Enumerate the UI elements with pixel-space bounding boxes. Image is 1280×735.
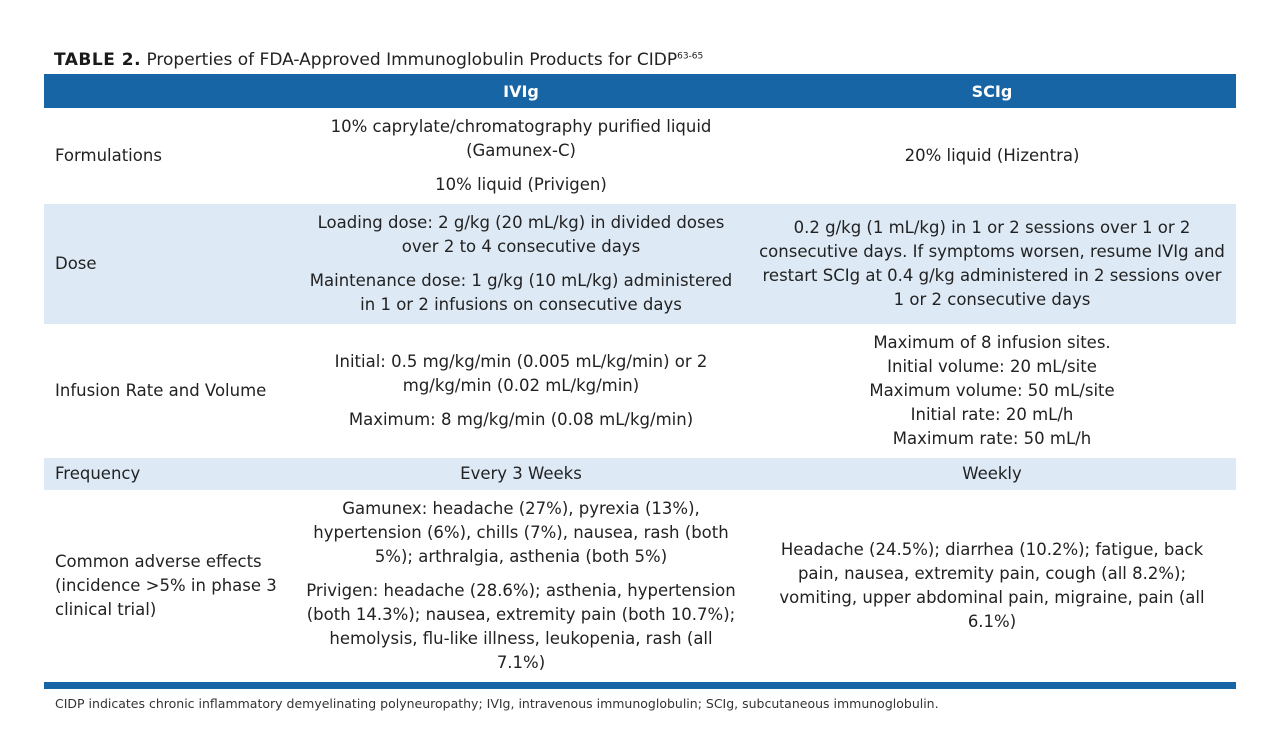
cell-paragraph: 10% liquid (Privigen) [435,175,607,194]
cell-paragraph: Gamunex: headache (27%), pyrexia (13%), … [313,499,729,566]
ivig-cell: Initial: 0.5 mg/kg/min (0.005 mL/kg/min)… [294,324,748,458]
ivig-cell: 10% caprylate/chromatography purified li… [294,108,748,204]
scig-cell: 0.2 g/kg (1 mL/kg) in 1 or 2 sessions ov… [748,204,1236,324]
header-ivig: IVIg [294,74,748,108]
row-formulations: Formulations 10% caprylate/chromatograph… [44,108,1236,204]
cell-paragraph: Loading dose: 2 g/kg (20 mL/kg) in divid… [317,213,725,256]
cell-paragraph: Maximum: 8 mg/kg/min (0.08 mL/kg/min) [348,410,694,429]
cell-paragraph: 20% liquid (Hizentra) [904,146,1080,165]
row-label: Common adverse effects (incidence >5% in… [55,552,277,619]
cell-line: Maximum of 8 infusion sites. [873,333,1111,352]
cell-paragraph: Privigen: headache (28.6%); asthenia, hy… [306,581,736,672]
table-number: TABLE 2. [54,50,142,70]
ivig-cell: Gamunex: headache (27%), pyrexia (13%), … [294,490,748,682]
cell-paragraph: 0.2 g/kg (1 mL/kg) in 1 or 2 sessions ov… [759,218,1225,309]
row-infusion-rate: Infusion Rate and Volume Initial: 0.5 mg… [44,324,1236,458]
table-container: TABLE 2. Properties of FDA-Approved Immu… [44,50,1236,711]
scig-cell: Weekly [748,458,1236,490]
cell-paragraph: Headache (24.5%); diarrhea (10.2%); fati… [779,540,1205,631]
cell-paragraph: Initial: 0.5 mg/kg/min (0.005 mL/kg/min)… [334,352,708,395]
table-footnote: CIDP indicates chronic inflammatory demy… [55,696,939,711]
row-dose: Dose Loading dose: 2 g/kg (20 mL/kg) in … [44,204,1236,324]
header-row: IVIg SCIg [44,74,1236,108]
ivig-cell: Loading dose: 2 g/kg (20 mL/kg) in divid… [294,204,748,324]
cell-line: Maximum volume: 50 mL/site [869,381,1115,400]
table-caption: Properties of FDA-Approved Immunoglobuli… [146,50,678,70]
row-label: Infusion Rate and Volume [55,381,267,400]
header-scig: SCIg [748,74,1236,108]
ivig-cell: Every 3 Weeks [294,458,748,490]
bottom-rule [44,682,1236,689]
scig-cell: Headache (24.5%); diarrhea (10.2%); fati… [748,490,1236,682]
row-label: Formulations [55,146,162,165]
row-label: Dose [44,204,294,324]
header-empty-cell [44,74,294,108]
cell-paragraph: 10% caprylate/chromatography purified li… [330,117,712,160]
cell-paragraph: Every 3 Weeks [460,464,582,483]
row-frequency: Frequency Every 3 Weeks Weekly [44,458,1236,490]
cell-paragraph: Weekly [962,464,1022,483]
cell-paragraph: Maintenance dose: 1 g/kg (10 mL/kg) admi… [309,271,733,314]
table-title: TABLE 2. Properties of FDA-Approved Immu… [54,50,1236,70]
properties-table: IVIg SCIg Formulations 10% caprylate/chr… [44,74,1236,682]
scig-cell: Maximum of 8 infusion sites. Initial vol… [748,324,1236,458]
cell-line: Initial volume: 20 mL/site [887,357,1097,376]
scig-cell: 20% liquid (Hizentra) [748,108,1236,204]
row-label: Frequency [44,458,294,490]
cell-line: Initial rate: 20 mL/h [910,405,1074,424]
row-adverse-effects: Common adverse effects (incidence >5% in… [44,490,1236,682]
cell-line: Maximum rate: 50 mL/h [892,429,1092,448]
citation-superscript: 63-65 [677,51,704,62]
